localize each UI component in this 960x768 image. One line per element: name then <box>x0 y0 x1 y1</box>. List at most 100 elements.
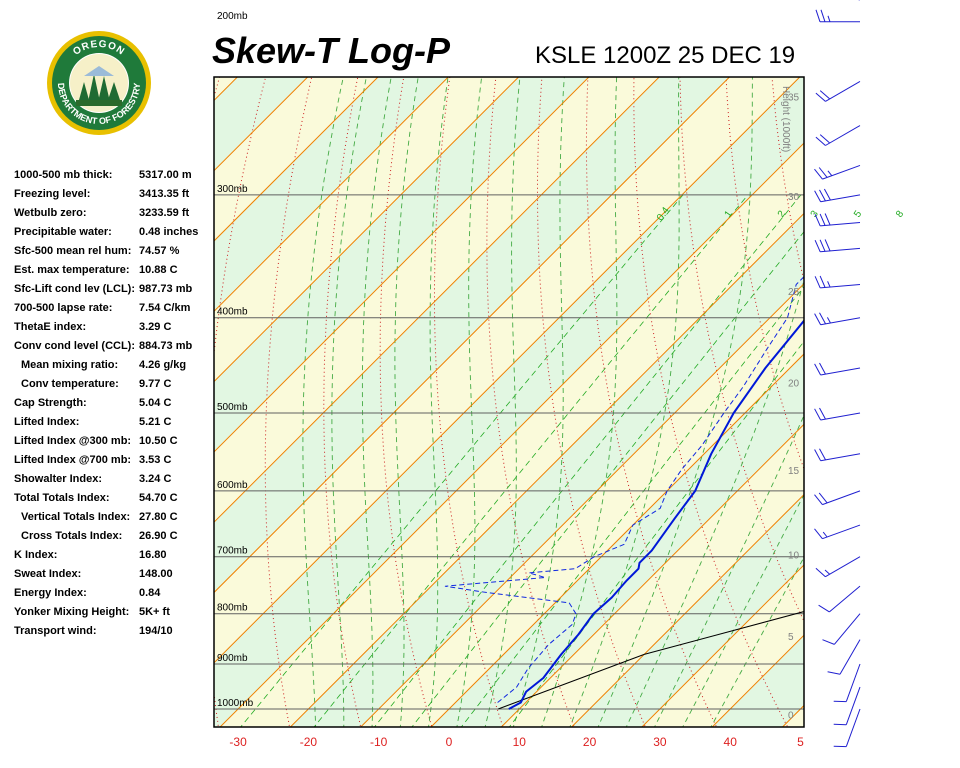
index-value: 0.48 inches <box>139 226 199 238</box>
index-label: Lifted Index @700 mb: <box>14 454 132 466</box>
dry-adiabat <box>323 77 362 727</box>
index-value: 27.80 C <box>139 511 178 523</box>
barb-staff <box>839 639 861 675</box>
barb-flag <box>824 239 831 252</box>
mixing-ratio-line <box>411 231 804 727</box>
barb-flag <box>814 239 821 253</box>
index-value: 26.90 C <box>139 530 178 542</box>
index-label: K Index: <box>14 549 58 561</box>
barb-flag <box>823 188 831 201</box>
index-label: Vertical Totals Index: <box>21 511 131 523</box>
mixing-ratio-label: 8 <box>894 208 906 219</box>
isotherm <box>214 77 731 594</box>
wind-barb <box>814 448 861 462</box>
index-label: Cross Totals Index: <box>21 530 123 542</box>
height-tick: 30 <box>788 192 800 203</box>
isotherm <box>214 77 590 453</box>
x-tick-label: -30 <box>229 735 247 749</box>
temperature-band <box>214 77 804 727</box>
isotherm <box>214 77 660 523</box>
dry-adiabat <box>633 77 789 727</box>
index-value: 74.57 % <box>139 245 180 257</box>
index-label: Conv cond level (CCL): <box>14 340 136 352</box>
barb-flag <box>819 134 831 144</box>
index-label: Lifted Index @300 mb: <box>14 435 132 447</box>
index-label: Wetbulb zero: <box>14 207 87 219</box>
pressure-label: 300mb <box>217 184 248 195</box>
barb-half-flag <box>826 317 831 324</box>
isotherm <box>219 142 804 727</box>
barb-staff <box>820 453 861 462</box>
index-label: Lifted Index: <box>14 416 80 428</box>
barb-flag <box>814 408 822 421</box>
wind-barb <box>814 362 861 376</box>
isotherm <box>214 77 450 313</box>
isotherm <box>214 77 801 664</box>
index-value: 10.50 C <box>139 435 178 447</box>
index-label: Showalter Index: <box>14 473 103 485</box>
pressure-label: 400mb <box>217 307 248 318</box>
index-label: Freezing level: <box>14 188 91 200</box>
barb-flag <box>819 448 826 461</box>
pressure-label: 200mb <box>217 11 248 22</box>
barb-staff <box>833 613 861 645</box>
plot-frame <box>213 76 805 728</box>
barb-flag <box>814 313 822 325</box>
index-label: Mean mixing ratio: <box>21 359 119 371</box>
temperature-band <box>782 705 804 727</box>
wind-barb <box>833 686 861 726</box>
isotherm <box>214 77 520 383</box>
wind-barb <box>833 663 861 703</box>
isotherm <box>781 704 804 727</box>
barb-flag <box>814 214 821 227</box>
wind-barb <box>815 9 861 23</box>
dry-adiabat <box>929 0 960 730</box>
barb-flag <box>819 213 826 226</box>
x-tick-label: -20 <box>300 735 318 749</box>
barb-staff <box>845 663 861 702</box>
height-tick: 0 <box>788 711 794 722</box>
isotherm <box>850 0 960 730</box>
index-label: ThetaE index: <box>14 321 87 333</box>
parcel-line <box>498 611 804 710</box>
barb-flag <box>827 671 841 675</box>
dry-adiabat <box>585 77 718 727</box>
wind-barb <box>814 239 861 253</box>
barb-staff <box>820 283 861 289</box>
index-value: 3.53 C <box>139 454 172 466</box>
pressure-label: 700mb <box>217 546 248 557</box>
barb-flag <box>814 168 823 180</box>
barb-flag <box>818 492 828 504</box>
barb-flag <box>819 275 826 288</box>
x-tick-label: 10 <box>513 735 527 749</box>
barb-flag <box>818 167 828 178</box>
index-value: 3.24 C <box>139 473 172 485</box>
index-label: Transport wind: <box>14 625 97 637</box>
x-tick-label: 0 <box>446 735 453 749</box>
index-value: 16.80 <box>139 549 167 561</box>
barb-flag <box>819 312 826 325</box>
barb-flag <box>814 190 822 203</box>
index-value: 148.00 <box>139 568 173 580</box>
mixing-ratio-line <box>313 194 749 727</box>
barb-staff <box>845 686 861 725</box>
index-label: Precipitable water: <box>14 226 112 238</box>
mixing-ratio-label: 1 <box>723 208 735 219</box>
wind-barb <box>814 188 861 203</box>
wind-barb <box>822 613 861 645</box>
barb-flag <box>822 639 835 645</box>
isotherm <box>214 77 379 242</box>
wind-barb <box>815 125 861 146</box>
barb-half-flag <box>827 281 831 288</box>
index-value: 3.29 C <box>139 321 172 333</box>
isotherm <box>430 353 804 727</box>
x-tick-label: 30 <box>653 735 667 749</box>
index-value: 54.70 C <box>139 492 178 504</box>
barb-flag <box>814 449 822 461</box>
barb-staff <box>820 367 861 376</box>
barb-staff <box>825 556 861 578</box>
index-value: 5.21 C <box>139 416 172 428</box>
chart-title: Skew-T Log-P <box>212 30 451 71</box>
height-axis-title: Height (1000ft) <box>780 86 791 152</box>
barb-flag <box>819 362 826 375</box>
